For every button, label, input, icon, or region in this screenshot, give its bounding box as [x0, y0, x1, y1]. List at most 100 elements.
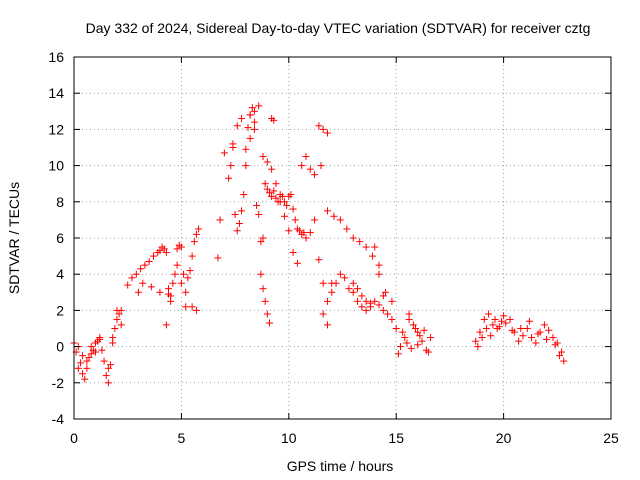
data-point: [85, 353, 93, 361]
data-point: [182, 303, 190, 311]
data-point: [169, 279, 177, 287]
data-point: [330, 212, 338, 220]
data-point: [253, 201, 261, 209]
data-point: [149, 252, 157, 260]
data-point: [506, 315, 514, 323]
data-point: [401, 334, 409, 342]
data-point: [388, 297, 396, 305]
data-point: [195, 225, 203, 233]
data-point: [319, 310, 327, 318]
data-point: [293, 259, 301, 267]
data-point: [362, 243, 370, 251]
data-point: [291, 216, 299, 224]
data-point: [345, 285, 353, 293]
data-point: [255, 210, 263, 218]
data-point: [216, 216, 224, 224]
data-point: [109, 334, 117, 342]
data-point: [287, 191, 295, 199]
data-point: [242, 145, 250, 153]
data-point: [272, 180, 280, 188]
data-point: [246, 134, 254, 142]
data-point: [227, 162, 235, 170]
data-point: [139, 279, 147, 287]
data-point: [214, 254, 222, 262]
data-point: [371, 297, 379, 305]
x-axis-label: GPS time / hours: [287, 458, 394, 474]
data-point: [323, 129, 331, 137]
data-point: [182, 288, 190, 296]
data-point: [111, 325, 119, 332]
data-point: [354, 297, 362, 305]
data-point: [259, 285, 267, 293]
data-point: [388, 315, 396, 323]
data-point: [190, 238, 198, 246]
data-point: [358, 292, 366, 300]
data-point: [74, 364, 82, 372]
data-point: [184, 274, 192, 282]
data-point: [229, 144, 237, 151]
data-point: [495, 323, 503, 331]
data-point: [403, 339, 411, 347]
x-tick-label: 25: [603, 430, 619, 446]
data-point: [375, 270, 383, 278]
data-point: [188, 303, 196, 311]
data-point: [98, 346, 106, 354]
data-point: [156, 247, 164, 255]
data-point: [134, 288, 142, 296]
data-point: [414, 328, 422, 336]
data-point: [250, 107, 258, 115]
data-point: [560, 357, 568, 365]
data-point: [261, 180, 269, 188]
data-point: [162, 321, 170, 329]
data-point: [369, 252, 377, 260]
data-point: [519, 332, 527, 340]
y-tick-label: -4: [52, 411, 65, 427]
data-point: [424, 348, 432, 356]
y-tick-label: 0: [56, 339, 64, 355]
data-point: [375, 261, 383, 269]
data-point: [141, 261, 149, 269]
data-point: [508, 326, 516, 334]
data-point: [343, 225, 351, 233]
data-point: [328, 279, 336, 287]
data-point: [302, 153, 310, 161]
data-point: [416, 332, 424, 340]
data-point: [263, 185, 271, 193]
data-point: [427, 334, 435, 342]
data-point: [167, 297, 175, 305]
data-point: [87, 350, 95, 358]
data-point: [319, 125, 327, 133]
data-point: [76, 359, 84, 367]
data-point: [263, 158, 271, 166]
data-point: [407, 344, 415, 352]
data-point: [489, 321, 497, 329]
data-point: [270, 187, 278, 195]
y-tick-label: -2: [52, 375, 65, 391]
data-point: [147, 283, 155, 291]
data-point: [132, 270, 140, 278]
data-point: [257, 238, 265, 246]
data-point: [244, 124, 252, 132]
data-point: [289, 205, 297, 213]
data-point: [171, 270, 179, 278]
data-point: [276, 198, 284, 206]
data-point: [281, 212, 289, 220]
data-point: [472, 337, 480, 345]
data-point: [515, 337, 523, 345]
data-point: [283, 201, 291, 209]
data-point: [162, 248, 170, 256]
grid-lines: [74, 57, 611, 419]
data-point: [83, 357, 91, 365]
data-point: [476, 328, 484, 336]
x-tick-label: 15: [388, 430, 404, 446]
data-point: [268, 192, 276, 200]
x-tick-label: 20: [496, 430, 512, 446]
x-tick-labels: 0 5 10 15 20 25: [70, 430, 619, 446]
data-point: [96, 334, 104, 342]
data-point: [474, 343, 482, 351]
data-point: [336, 270, 344, 278]
data-point: [371, 243, 379, 251]
data-point: [420, 326, 428, 334]
data-point: [543, 335, 551, 343]
